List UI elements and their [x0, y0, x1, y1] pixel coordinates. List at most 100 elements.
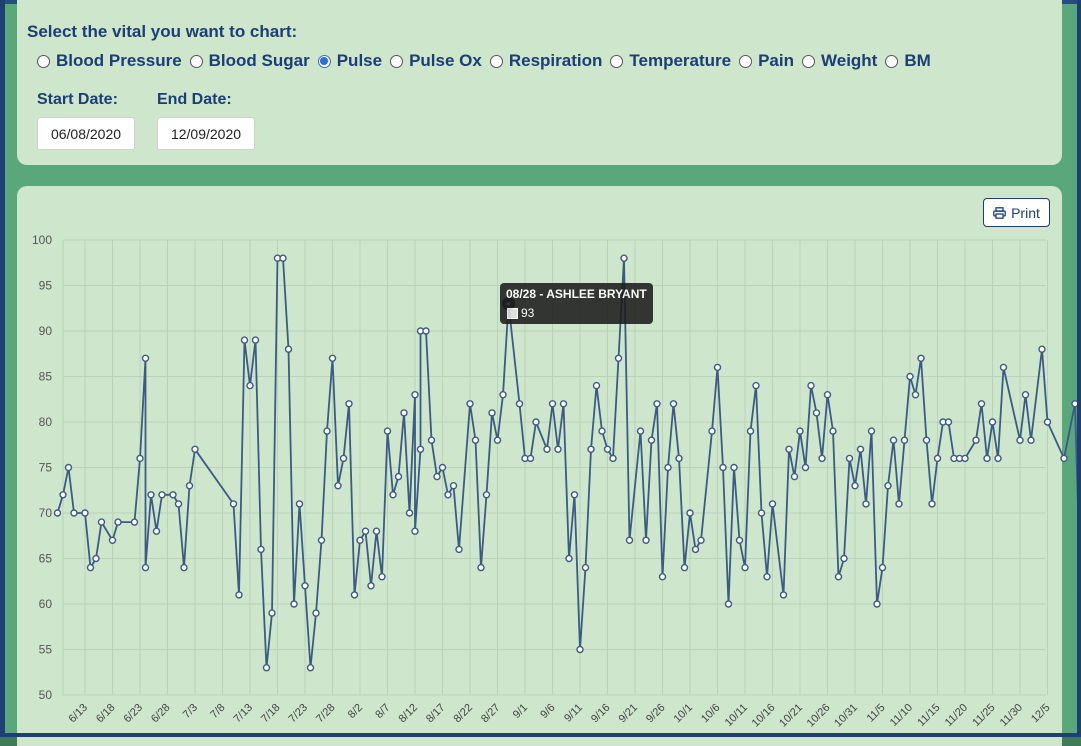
data-point [759, 510, 765, 516]
data-point [627, 537, 633, 543]
x-tick-label: 11/25 [970, 702, 997, 729]
data-point [308, 665, 314, 671]
data-point [907, 374, 913, 380]
data-point [374, 528, 380, 534]
data-point [682, 565, 688, 571]
data-point [929, 501, 935, 507]
data-point [621, 255, 627, 261]
data-point [137, 455, 143, 461]
data-point [473, 437, 479, 443]
x-tick-label: 9/1 [511, 702, 530, 721]
data-point [847, 455, 853, 461]
tooltip-swatch [507, 308, 518, 319]
data-point [302, 583, 308, 589]
x-tick-label: 9/26 [644, 702, 668, 726]
x-tick-label: 9/11 [562, 702, 585, 725]
data-point [698, 537, 704, 543]
data-point [1045, 419, 1051, 425]
data-point [478, 565, 484, 571]
y-tick-label: 90 [39, 324, 53, 338]
data-point [753, 383, 759, 389]
data-point [533, 419, 539, 425]
data-point [797, 428, 803, 434]
data-point [693, 546, 699, 552]
data-point [984, 455, 990, 461]
print-button-label: Print [1011, 205, 1040, 221]
x-tick-label: 6/13 [66, 702, 90, 726]
data-point [253, 337, 259, 343]
data-point [291, 601, 297, 607]
x-tick-label: 8/2 [346, 702, 365, 721]
data-point [792, 474, 798, 480]
data-point [60, 492, 66, 498]
data-point [836, 574, 842, 580]
data-point [874, 601, 880, 607]
data-point [456, 546, 462, 552]
data-point [176, 501, 182, 507]
data-point [1023, 392, 1029, 398]
x-tick-label: 10/1 [671, 702, 695, 726]
x-tick-label: 11/30 [998, 702, 1025, 729]
data-point [863, 501, 869, 507]
x-tick-label: 7/13 [231, 702, 255, 726]
data-point [803, 465, 809, 471]
data-point [264, 665, 270, 671]
data-point [330, 355, 336, 361]
data-point [671, 401, 677, 407]
data-point [341, 455, 347, 461]
y-tick-label: 80 [39, 415, 53, 429]
data-point [396, 474, 402, 480]
data-point [825, 392, 831, 398]
data-point [66, 465, 72, 471]
data-point [434, 474, 440, 480]
data-point [258, 546, 264, 552]
data-point [665, 465, 671, 471]
data-point [269, 610, 275, 616]
data-point [280, 255, 286, 261]
data-point [143, 355, 149, 361]
data-point [731, 465, 737, 471]
data-point [335, 483, 341, 489]
x-tick-label: 8/12 [396, 702, 420, 726]
data-point [891, 437, 897, 443]
data-point [709, 428, 715, 434]
x-tick-label: 6/23 [121, 702, 145, 726]
data-point [429, 437, 435, 443]
x-tick-label: 7/23 [286, 702, 310, 726]
data-point [572, 492, 578, 498]
tooltip-value: 93 [521, 306, 534, 320]
x-tick-label: 9/16 [589, 702, 613, 726]
data-point [555, 446, 561, 452]
data-point [869, 428, 875, 434]
data-point [544, 446, 550, 452]
data-point [786, 446, 792, 452]
data-point [319, 537, 325, 543]
print-button[interactable]: Print [983, 198, 1050, 227]
x-tick-label: 11/5 [865, 702, 888, 725]
data-point [720, 465, 726, 471]
data-point [979, 401, 985, 407]
x-tick-label: 8/7 [373, 702, 392, 721]
data-point [946, 419, 952, 425]
data-point [110, 537, 116, 543]
data-point [885, 483, 891, 489]
data-point [517, 401, 523, 407]
data-point [583, 565, 589, 571]
data-point [352, 592, 358, 598]
data-point [649, 437, 655, 443]
data-point [962, 455, 968, 461]
x-tick-label: 7/28 [314, 702, 338, 726]
y-tick-label: 60 [39, 597, 53, 611]
data-point [852, 483, 858, 489]
data-point [242, 337, 248, 343]
data-point [495, 437, 501, 443]
data-point [187, 483, 193, 489]
data-point [313, 610, 319, 616]
data-point [599, 428, 605, 434]
data-point [1028, 437, 1034, 443]
data-point [726, 601, 732, 607]
data-point [451, 483, 457, 489]
data-point [192, 446, 198, 452]
data-point [489, 410, 495, 416]
